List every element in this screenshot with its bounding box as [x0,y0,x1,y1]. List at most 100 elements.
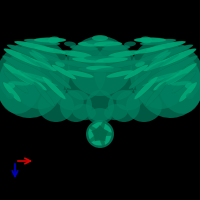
Ellipse shape [94,41,122,47]
Ellipse shape [15,66,40,83]
Ellipse shape [164,66,180,79]
Ellipse shape [3,48,45,68]
Ellipse shape [7,45,49,59]
Ellipse shape [12,77,31,94]
Ellipse shape [42,77,66,99]
Ellipse shape [172,71,196,93]
Ellipse shape [179,82,197,102]
Ellipse shape [143,57,177,71]
Ellipse shape [157,73,187,88]
Ellipse shape [108,90,140,122]
Ellipse shape [84,55,116,61]
Ellipse shape [6,93,14,99]
Ellipse shape [31,77,58,86]
Ellipse shape [153,69,183,91]
Ellipse shape [7,44,49,60]
Ellipse shape [3,82,21,102]
Ellipse shape [94,44,138,100]
Ellipse shape [171,81,192,86]
Ellipse shape [89,126,99,133]
Ellipse shape [86,90,114,122]
Ellipse shape [145,81,167,107]
Ellipse shape [153,69,183,91]
Ellipse shape [78,67,106,73]
Ellipse shape [24,39,60,45]
Ellipse shape [88,130,95,143]
Ellipse shape [20,66,36,79]
Ellipse shape [36,62,54,72]
Ellipse shape [155,48,197,68]
Ellipse shape [106,70,134,78]
Ellipse shape [158,54,200,114]
Ellipse shape [89,122,101,131]
Ellipse shape [78,41,106,47]
Ellipse shape [163,56,197,76]
Ellipse shape [21,54,44,69]
Ellipse shape [10,39,70,109]
Ellipse shape [134,38,166,42]
Ellipse shape [94,67,122,73]
Ellipse shape [128,71,152,89]
Ellipse shape [148,63,180,81]
Ellipse shape [31,50,49,61]
Ellipse shape [151,45,193,59]
Ellipse shape [162,55,198,77]
Ellipse shape [13,73,43,88]
Ellipse shape [134,76,158,100]
Ellipse shape [124,65,148,79]
Ellipse shape [60,90,92,122]
Ellipse shape [146,82,166,106]
Ellipse shape [99,122,111,131]
Ellipse shape [66,70,94,78]
Ellipse shape [8,81,29,86]
Ellipse shape [160,66,185,83]
Ellipse shape [22,72,52,82]
Ellipse shape [23,57,57,71]
Ellipse shape [186,93,194,99]
Ellipse shape [66,70,94,78]
Ellipse shape [64,41,76,47]
Ellipse shape [94,41,122,47]
Ellipse shape [33,81,55,107]
Ellipse shape [149,52,171,67]
Ellipse shape [102,132,114,136]
Ellipse shape [92,35,108,41]
Ellipse shape [34,46,66,54]
Ellipse shape [48,36,60,44]
Ellipse shape [48,71,72,89]
Ellipse shape [72,104,96,120]
Ellipse shape [167,63,197,85]
Ellipse shape [55,61,65,67]
Ellipse shape [86,39,114,45]
Ellipse shape [14,41,54,51]
Ellipse shape [134,46,166,54]
Ellipse shape [17,69,47,91]
Ellipse shape [108,60,140,68]
Ellipse shape [134,37,166,43]
Ellipse shape [51,64,77,80]
Ellipse shape [96,57,128,63]
Ellipse shape [129,71,151,89]
Ellipse shape [100,135,105,147]
Ellipse shape [43,58,75,64]
Ellipse shape [126,90,162,122]
Ellipse shape [146,41,186,51]
Ellipse shape [60,50,92,58]
Ellipse shape [29,52,51,67]
Ellipse shape [108,50,140,58]
Ellipse shape [167,63,197,85]
Ellipse shape [105,130,112,143]
Ellipse shape [168,54,200,98]
Ellipse shape [148,63,180,81]
Ellipse shape [143,57,177,71]
Ellipse shape [4,71,28,93]
Ellipse shape [172,71,196,93]
Ellipse shape [116,90,144,110]
Ellipse shape [68,36,132,96]
Ellipse shape [146,62,164,72]
Ellipse shape [70,45,98,51]
Ellipse shape [34,46,66,54]
Ellipse shape [3,82,21,102]
Ellipse shape [124,41,136,47]
Ellipse shape [2,55,38,77]
